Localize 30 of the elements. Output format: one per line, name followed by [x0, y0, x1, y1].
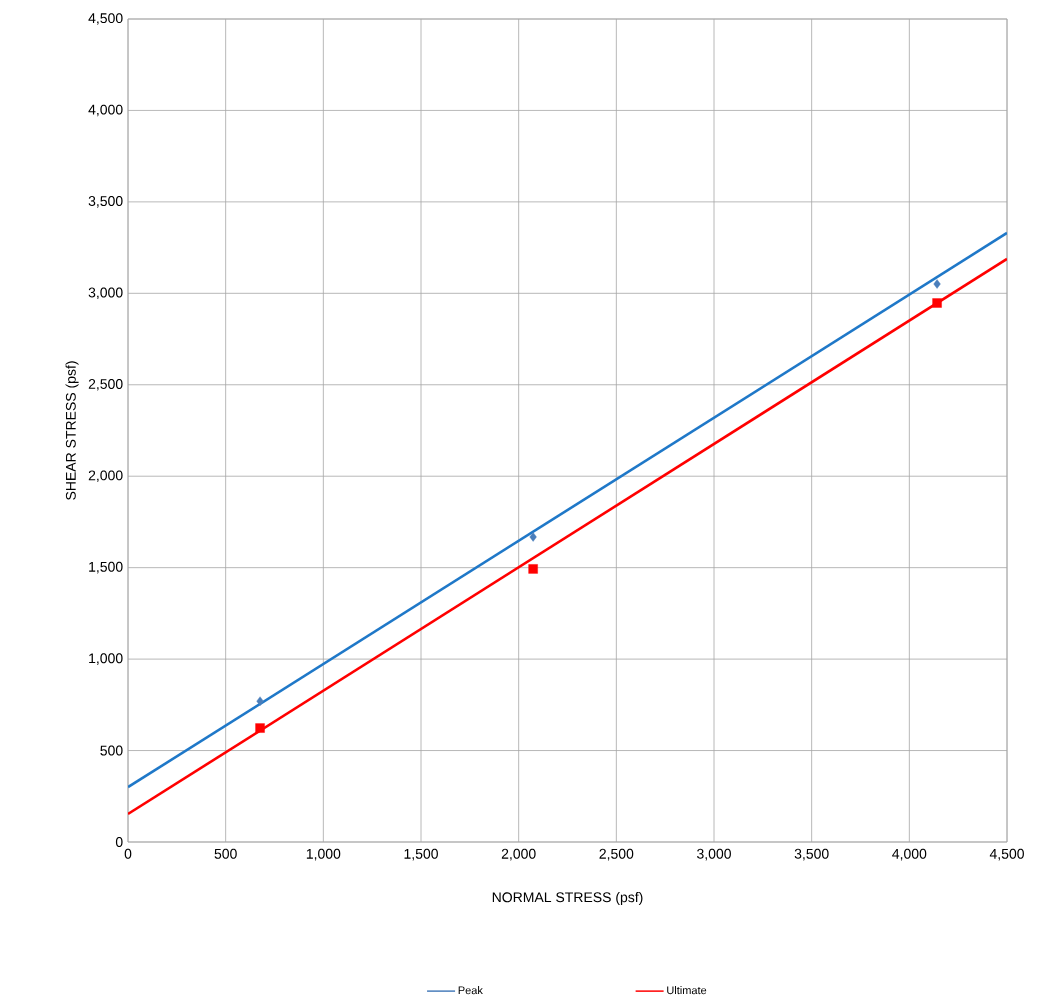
x-tick-label: 3,000	[697, 848, 731, 861]
y-tick-label: 3,000	[88, 287, 123, 300]
legend-label: Peak	[458, 986, 483, 995]
y-axis-title: SHEAR STRESS (psf)	[65, 361, 79, 500]
x-tick-label: 4,500	[989, 848, 1024, 861]
x-tick-label: 1,000	[306, 848, 341, 861]
point	[933, 279, 941, 289]
x-tick-label: 4,000	[892, 848, 927, 861]
point	[256, 696, 264, 706]
x-tick-label: 2,000	[501, 848, 536, 861]
y-tick-label: 0	[115, 837, 123, 847]
y-tick-label: 2,000	[88, 470, 123, 482]
point	[528, 564, 538, 574]
x-tick-label: 2,500	[599, 848, 634, 861]
point	[932, 298, 942, 308]
y-tick-label: 4,500	[88, 13, 123, 25]
legend-label: Ultimate	[667, 986, 707, 995]
y-tick-label: 3,500	[88, 196, 123, 208]
x-tick-label: 0	[124, 848, 132, 859]
x-tick-label: 3,500	[794, 848, 829, 861]
y-tick-label: 500	[100, 745, 123, 756]
x-axis-title: NORMAL STRESS (psf)	[492, 891, 643, 905]
x-tick-label: 1,500	[404, 848, 438, 861]
y-tick-label: 4,000	[88, 104, 123, 117]
y-tick-label: 1,000	[89, 653, 123, 665]
point	[255, 723, 265, 733]
y-tick-label: 1,500	[89, 561, 123, 574]
y-tick-label: 2,500	[88, 378, 123, 391]
point	[529, 532, 537, 542]
x-tick-label: 500	[214, 848, 237, 859]
